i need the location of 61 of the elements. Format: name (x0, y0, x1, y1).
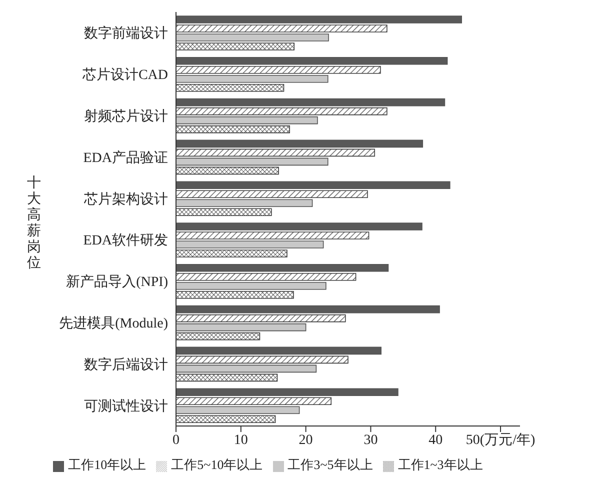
bar (176, 181, 450, 189)
y-tick-label: EDA软件研发 (83, 232, 168, 249)
bar (176, 282, 326, 290)
bar (176, 388, 398, 396)
bar (176, 397, 332, 405)
y-tick-label: 芯片架构设计 (83, 191, 168, 208)
x-tick-label: 10 (234, 432, 248, 448)
bar (176, 66, 381, 74)
bar (176, 314, 346, 322)
y-tick-label: 芯片设计CAD (81, 67, 168, 84)
y-tick-label: 数字后端设计 (84, 356, 168, 373)
bar (176, 273, 356, 281)
bar (176, 323, 306, 332)
y-tick-label: 先进模具(Module) (59, 315, 168, 332)
bar (176, 158, 328, 166)
legend-label: 工作3~5年以上 (288, 457, 373, 472)
bar (176, 75, 328, 83)
bar (176, 34, 329, 42)
bar (176, 84, 284, 92)
bar (176, 190, 368, 198)
bar (176, 107, 388, 116)
bar (176, 291, 294, 299)
y-tick-label: EDA产品验证 (83, 150, 168, 166)
y-tick-label: 射频芯片设计 (84, 108, 168, 124)
bar (176, 166, 279, 175)
bar (176, 305, 440, 314)
bar (176, 140, 424, 148)
bar (176, 125, 290, 134)
y-tick-label: 可测试性设计 (84, 398, 168, 414)
bar (176, 16, 462, 24)
bar (176, 222, 422, 230)
bar (176, 332, 260, 340)
legend-label: 工作5~10年以上 (171, 457, 263, 472)
bar (176, 374, 278, 382)
bar (176, 24, 388, 32)
bar (176, 415, 276, 423)
bar (176, 240, 324, 248)
x-tick-label: 0 (172, 432, 180, 448)
bar (176, 116, 318, 124)
bar (176, 199, 313, 207)
bar (176, 57, 448, 65)
x-tick-label: 50(万元/年) (466, 432, 536, 448)
x-tick-label: 20 (298, 432, 313, 448)
bar (176, 264, 389, 272)
bar (176, 406, 300, 414)
y-tick-label: 新产品导入(NPI) (66, 274, 168, 290)
legend-label: 工作1~3年以上 (398, 457, 483, 472)
y-tick-label: 数字前端设计 (84, 26, 168, 42)
bar (176, 250, 288, 258)
bar (176, 42, 295, 50)
bar (176, 356, 348, 364)
bar (176, 208, 272, 216)
bar (176, 364, 317, 373)
bar (176, 346, 382, 355)
x-tick-label: 40 (428, 432, 443, 448)
x-tick-label: 30 (364, 432, 378, 448)
legend-label: 工作10年以上 (68, 457, 146, 472)
bar (176, 232, 370, 240)
bar (176, 148, 376, 157)
y-axis-title: 十大高薪岗位 (26, 176, 42, 272)
bar (176, 98, 446, 106)
